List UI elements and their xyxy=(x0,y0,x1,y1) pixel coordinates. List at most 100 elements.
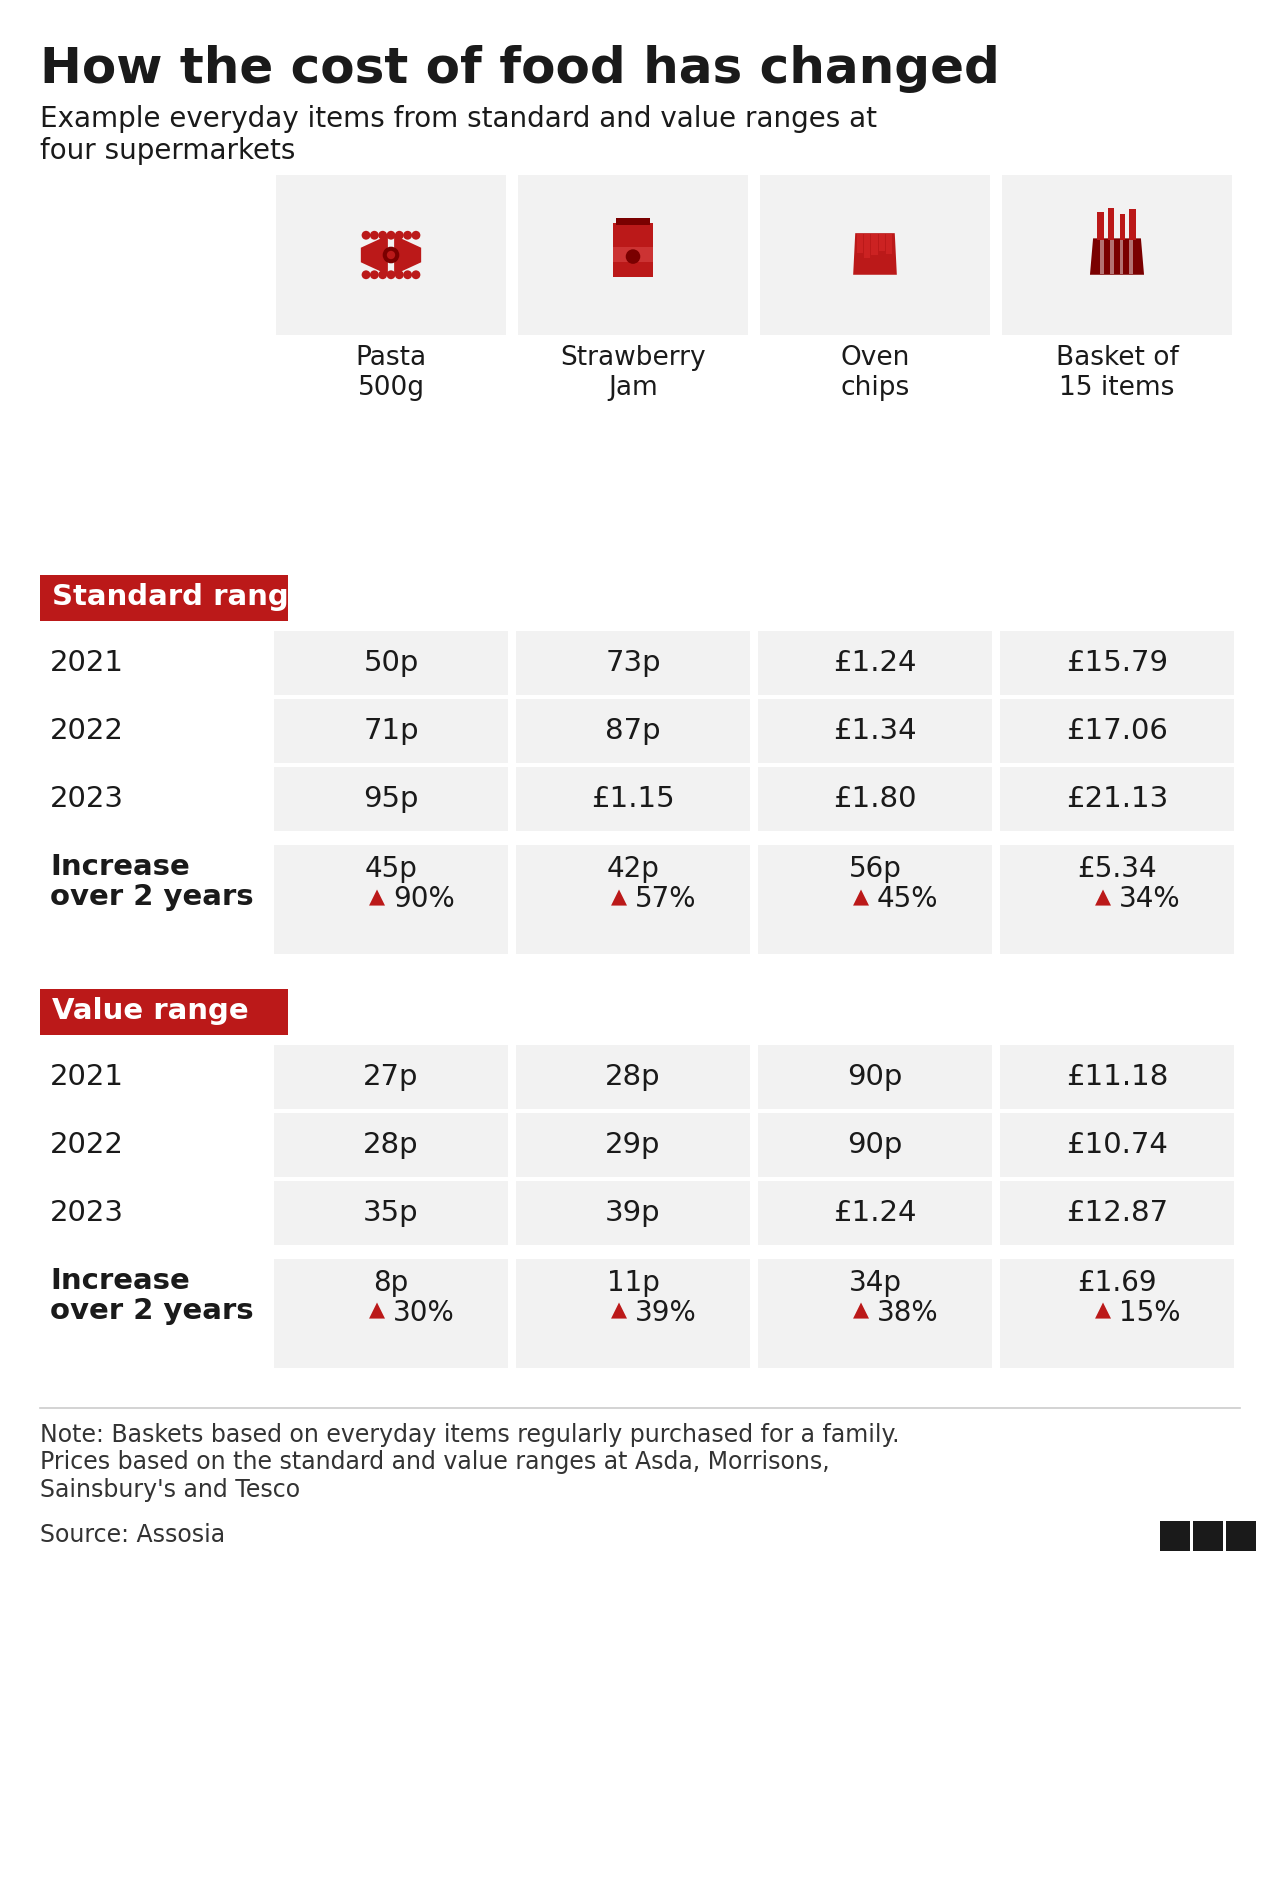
Bar xyxy=(40,989,288,1035)
Bar xyxy=(1000,631,1234,694)
Circle shape xyxy=(370,230,379,240)
Text: 28p: 28p xyxy=(605,1063,660,1092)
Bar xyxy=(1000,844,1234,953)
Text: 35p: 35p xyxy=(364,1198,419,1227)
Circle shape xyxy=(396,270,403,280)
Bar xyxy=(758,631,992,694)
Bar xyxy=(1160,1520,1190,1550)
Text: £12.87: £12.87 xyxy=(1066,1198,1169,1227)
Text: 2022: 2022 xyxy=(50,1132,124,1158)
Bar xyxy=(1101,238,1105,274)
Bar xyxy=(1097,211,1103,240)
Text: £1.69: £1.69 xyxy=(1078,1269,1157,1297)
Text: ▲: ▲ xyxy=(369,1301,385,1320)
Bar xyxy=(1002,175,1231,335)
Text: C: C xyxy=(1234,1527,1248,1546)
Bar xyxy=(758,1113,992,1177)
Text: 45%: 45% xyxy=(877,884,938,913)
Bar xyxy=(274,844,508,953)
Bar xyxy=(274,1181,508,1244)
Text: 2023: 2023 xyxy=(50,786,124,812)
Text: ▲: ▲ xyxy=(611,886,627,907)
Bar xyxy=(1000,1044,1234,1109)
Bar xyxy=(516,700,750,763)
Circle shape xyxy=(412,270,420,280)
Text: Standard range: Standard range xyxy=(52,584,308,611)
Text: Increase: Increase xyxy=(50,852,189,881)
Bar xyxy=(1120,238,1124,274)
Bar xyxy=(1193,1520,1222,1550)
Text: £1.24: £1.24 xyxy=(833,1198,916,1227)
Text: 73p: 73p xyxy=(605,649,660,677)
Text: £1.80: £1.80 xyxy=(833,786,916,812)
Text: 45p: 45p xyxy=(365,856,417,883)
Bar xyxy=(1129,209,1135,240)
Text: B: B xyxy=(1167,1527,1183,1546)
Circle shape xyxy=(387,270,396,280)
Text: 11p: 11p xyxy=(607,1269,659,1297)
Bar xyxy=(1000,1259,1234,1368)
Text: 71p: 71p xyxy=(364,717,419,746)
Text: 42p: 42p xyxy=(607,856,659,883)
Text: 27p: 27p xyxy=(364,1063,419,1092)
Text: 29p: 29p xyxy=(605,1132,660,1158)
Bar xyxy=(274,1259,508,1368)
Bar xyxy=(274,631,508,694)
Bar xyxy=(274,1113,508,1177)
Bar xyxy=(758,700,992,763)
Text: 90p: 90p xyxy=(847,1132,902,1158)
Bar xyxy=(758,1181,992,1244)
Text: over 2 years: over 2 years xyxy=(50,883,253,911)
Bar xyxy=(1107,207,1114,240)
Bar xyxy=(758,1259,992,1368)
Text: £11.18: £11.18 xyxy=(1066,1063,1169,1092)
Text: ▲: ▲ xyxy=(852,1301,869,1320)
Bar xyxy=(1120,215,1125,240)
Bar xyxy=(758,844,992,953)
Bar xyxy=(1226,1520,1256,1550)
Bar xyxy=(758,1044,992,1109)
Text: ▲: ▲ xyxy=(369,886,385,907)
Bar xyxy=(872,234,878,255)
Text: Basket of
15 items: Basket of 15 items xyxy=(1056,344,1179,401)
Text: 90p: 90p xyxy=(847,1063,902,1092)
Bar xyxy=(617,217,650,224)
Bar xyxy=(274,767,508,831)
Text: Pasta
500g: Pasta 500g xyxy=(356,344,426,401)
Text: £10.74: £10.74 xyxy=(1066,1132,1167,1158)
Text: Value range: Value range xyxy=(52,997,248,1025)
Bar xyxy=(1000,767,1234,831)
Bar xyxy=(40,574,288,620)
Text: Strawberry
Jam: Strawberry Jam xyxy=(561,344,705,401)
Text: £1.24: £1.24 xyxy=(833,649,916,677)
Circle shape xyxy=(370,270,379,280)
Bar xyxy=(613,223,653,278)
Bar xyxy=(516,1181,750,1244)
Polygon shape xyxy=(854,234,897,274)
Text: 38%: 38% xyxy=(877,1299,938,1328)
Text: 15%: 15% xyxy=(1119,1299,1180,1328)
Circle shape xyxy=(387,230,396,240)
Circle shape xyxy=(396,230,403,240)
Bar xyxy=(758,767,992,831)
Bar xyxy=(1000,700,1234,763)
Text: 39p: 39p xyxy=(605,1198,660,1227)
Bar xyxy=(516,1113,750,1177)
Polygon shape xyxy=(1091,238,1144,274)
Bar xyxy=(878,234,884,251)
Text: £15.79: £15.79 xyxy=(1066,649,1169,677)
Circle shape xyxy=(387,251,396,259)
Bar xyxy=(518,175,748,335)
Text: 2023: 2023 xyxy=(50,1198,124,1227)
Text: How the cost of food has changed: How the cost of food has changed xyxy=(40,46,1000,93)
Text: 2021: 2021 xyxy=(50,1063,124,1092)
Polygon shape xyxy=(394,236,421,274)
Text: £21.13: £21.13 xyxy=(1066,786,1169,812)
Text: 87p: 87p xyxy=(605,717,660,746)
Bar xyxy=(1110,238,1114,274)
Text: 34p: 34p xyxy=(849,1269,901,1297)
Text: 34%: 34% xyxy=(1119,884,1180,913)
Bar xyxy=(274,1044,508,1109)
Bar xyxy=(1000,1113,1234,1177)
Text: 2022: 2022 xyxy=(50,717,124,746)
